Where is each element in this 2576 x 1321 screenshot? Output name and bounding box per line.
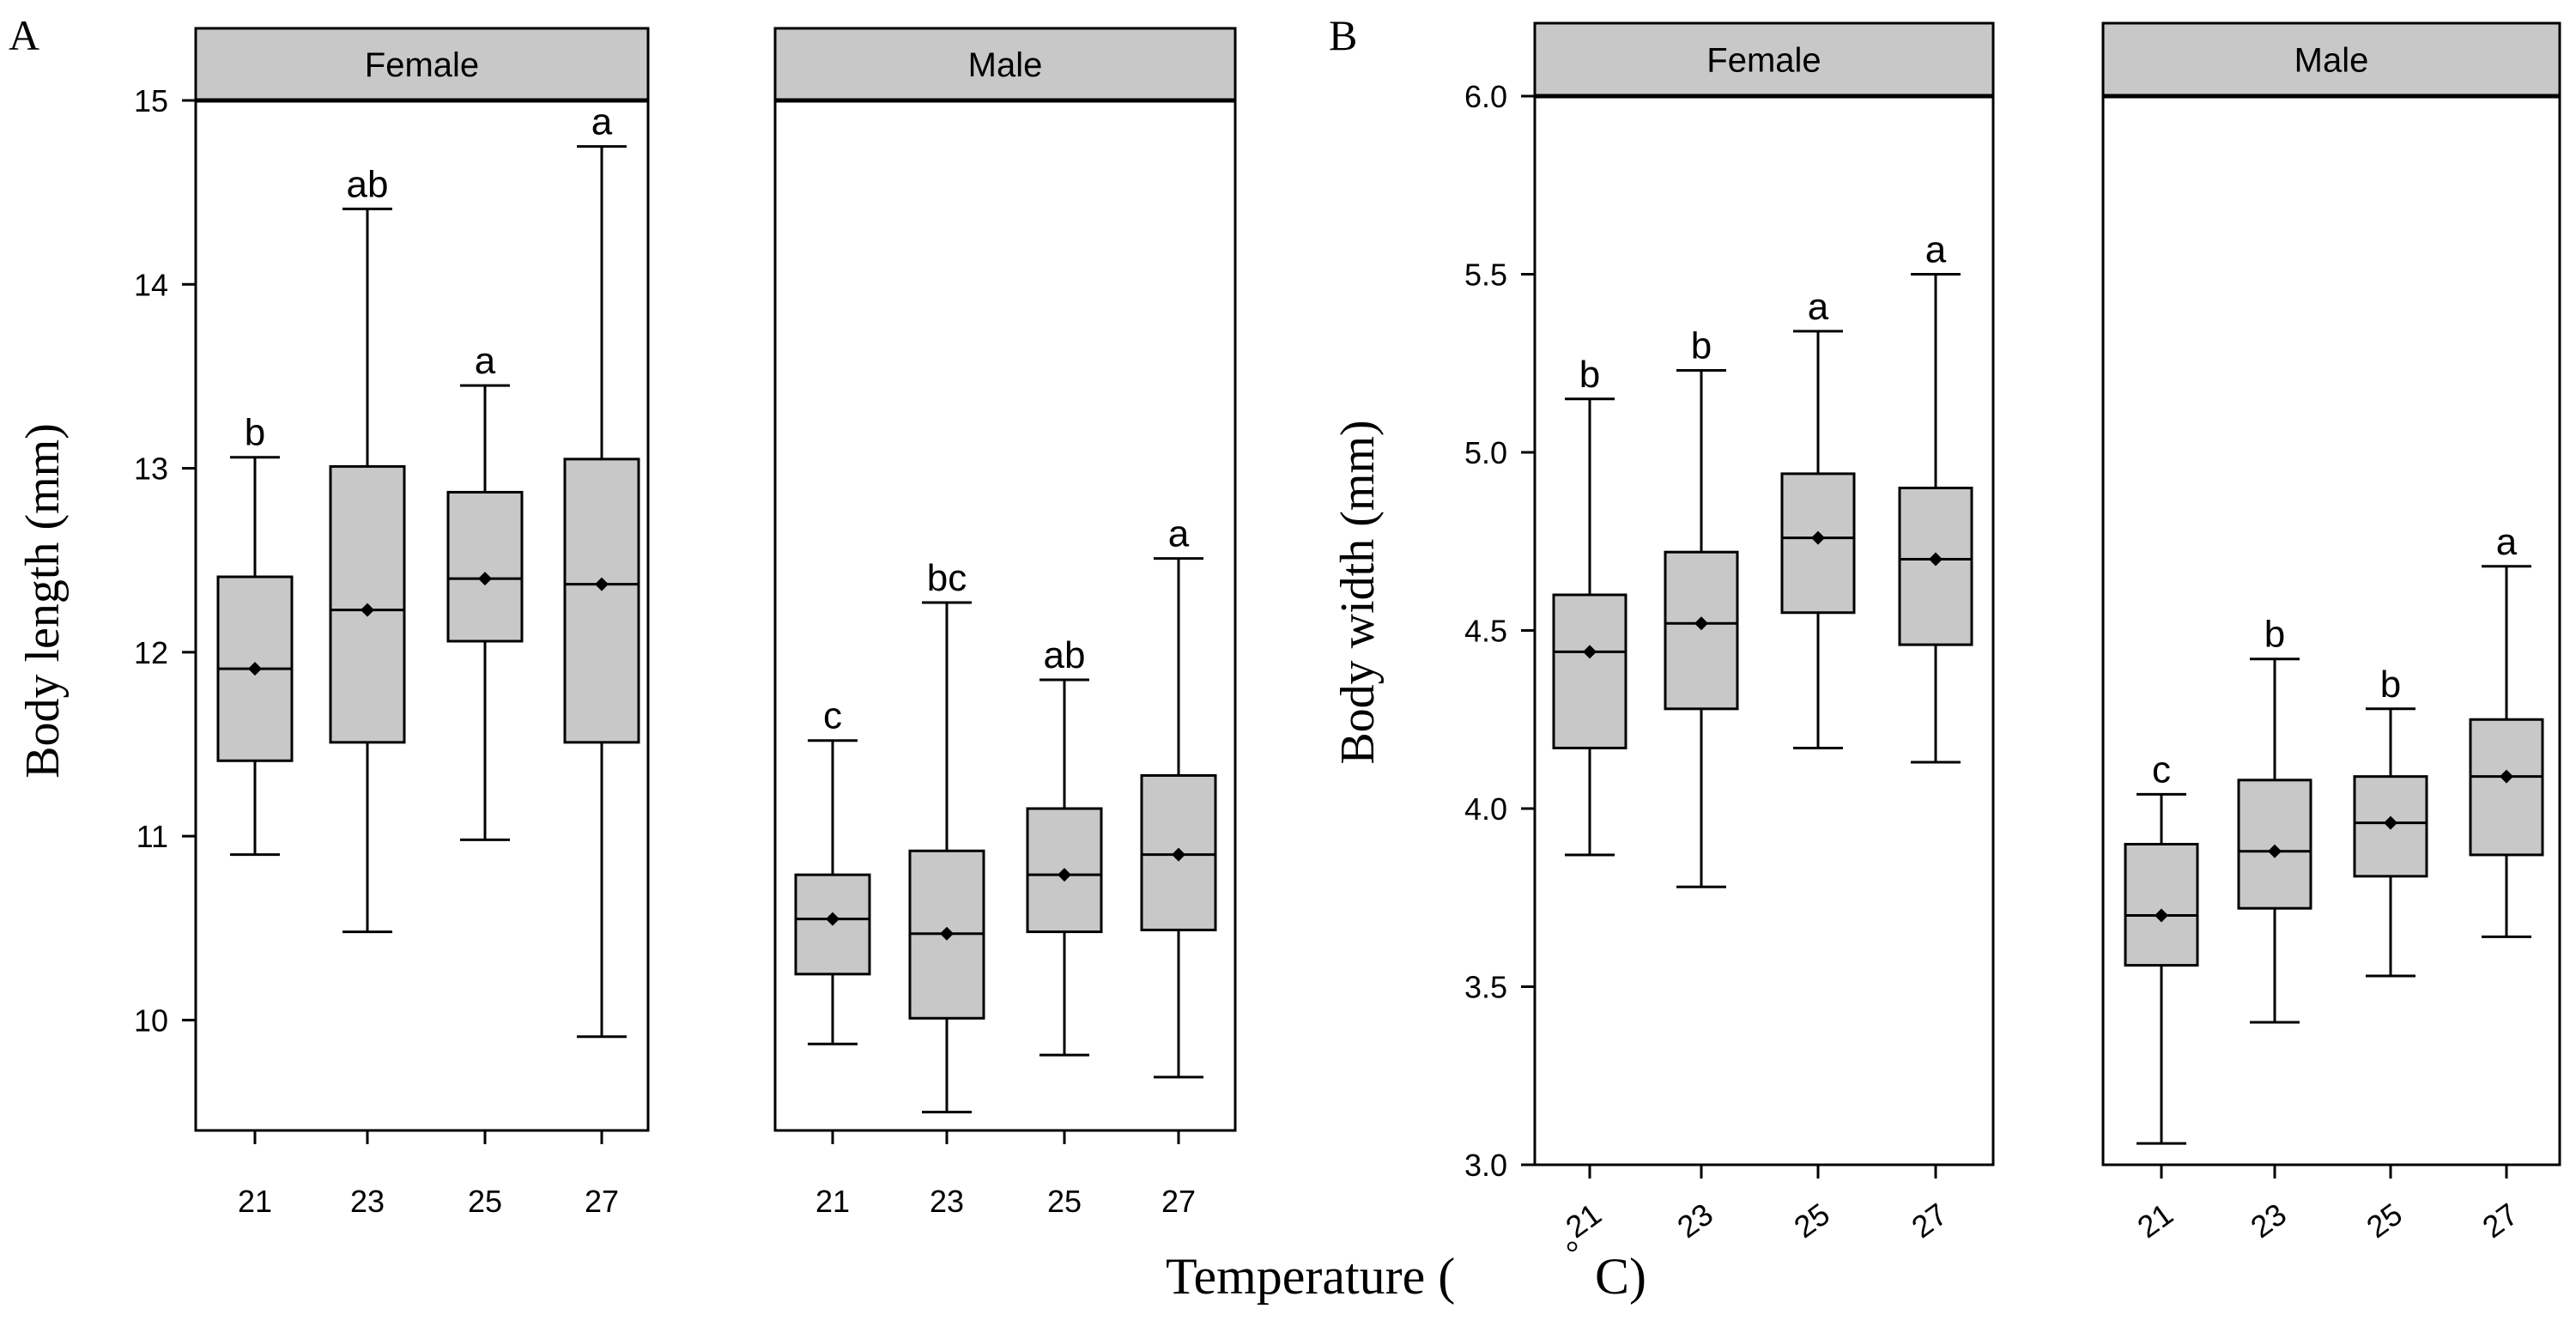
y-tick-label: 6.0 bbox=[1464, 79, 1507, 114]
y-tick-label: 11 bbox=[136, 819, 168, 854]
mean-marker bbox=[248, 662, 262, 676]
y-tick-label: 5.0 bbox=[1464, 435, 1507, 470]
significance-letter: b bbox=[1691, 325, 1712, 367]
facet-strip-label: Female bbox=[365, 46, 479, 84]
panel-female: Female b 21 ab 23 a 25 a 27 bbox=[194, 27, 650, 1219]
mean-marker bbox=[826, 912, 839, 926]
box-female-21: b bbox=[1552, 354, 1627, 857]
facet-strip bbox=[194, 27, 650, 102]
x-tick-label: 21 bbox=[238, 1184, 272, 1219]
box-female-23: ab bbox=[329, 163, 406, 934]
x-tick-label: 23 bbox=[930, 1184, 964, 1219]
facet-strip-label: Male bbox=[968, 46, 1043, 84]
x-tick-label: 25 bbox=[1047, 1184, 1082, 1219]
box-iqr bbox=[2469, 718, 2544, 857]
mean-marker bbox=[1172, 847, 1185, 862]
x-title-end: C) bbox=[1595, 1248, 1646, 1305]
mean-marker bbox=[2155, 908, 2168, 923]
box-female-27: a bbox=[1898, 229, 1973, 764]
box-iqr bbox=[1898, 487, 1973, 646]
facet-strip bbox=[773, 27, 1237, 102]
box-male-27: a bbox=[1140, 513, 1217, 1079]
chart-b-ylabel: Body width (mm) bbox=[1331, 420, 1385, 764]
significance-letter: c bbox=[823, 695, 842, 737]
x-tick-label: 23 bbox=[350, 1184, 385, 1219]
y-tick-label: 4.5 bbox=[1464, 614, 1507, 649]
mean-marker bbox=[2268, 844, 2282, 858]
y-tick-label: 4.0 bbox=[1464, 791, 1507, 827]
panel-male: Male c 21 bc 23 ab 25 a 27 bbox=[773, 27, 1237, 1219]
x-tick-label: 21 bbox=[815, 1184, 850, 1219]
chart-a-label: A bbox=[9, 11, 39, 59]
box-iqr bbox=[1664, 550, 1739, 711]
significance-letter: a bbox=[1808, 286, 1829, 328]
box-iqr bbox=[446, 490, 524, 643]
mean-marker bbox=[2384, 815, 2397, 830]
box-iqr bbox=[2124, 843, 2199, 967]
facet-strip bbox=[2101, 21, 2561, 98]
mean-marker bbox=[2500, 769, 2513, 784]
y-tick-label: 15 bbox=[134, 83, 168, 118]
y-tick-label: 3.5 bbox=[1464, 970, 1507, 1005]
box-male-21: c bbox=[794, 695, 871, 1045]
mean-marker bbox=[1583, 645, 1597, 659]
y-tick-label: 13 bbox=[134, 451, 168, 487]
box-male-25: b bbox=[2353, 664, 2428, 978]
mean-marker bbox=[940, 926, 954, 941]
mean-marker bbox=[1058, 868, 1071, 882]
y-tick-label: 14 bbox=[134, 267, 168, 302]
box-female-25: a bbox=[1780, 286, 1856, 749]
x-tick-label: 25 bbox=[468, 1184, 502, 1219]
facet-strip-label: Male bbox=[2294, 42, 2369, 80]
significance-letter: ab bbox=[1044, 634, 1086, 676]
mean-marker bbox=[1811, 530, 1825, 545]
significance-letter: a bbox=[475, 340, 496, 382]
mean-marker bbox=[361, 603, 374, 617]
box-iqr bbox=[563, 458, 640, 744]
box-iqr bbox=[2237, 779, 2312, 910]
significance-letter: b bbox=[245, 412, 265, 454]
box-male-21: c bbox=[2124, 748, 2199, 1145]
mean-marker bbox=[478, 572, 492, 586]
x-tick-label: 27 bbox=[585, 1184, 619, 1219]
significance-letter: a bbox=[591, 101, 613, 143]
box-female-21: b bbox=[216, 412, 294, 857]
significance-letter: a bbox=[2496, 521, 2518, 563]
y-tick-label: 5.5 bbox=[1464, 258, 1507, 293]
y-tick-label: 10 bbox=[134, 1003, 168, 1038]
significance-letter: a bbox=[1168, 513, 1190, 555]
box-female-23: b bbox=[1664, 325, 1739, 888]
chart-a-ylabel: Body length (mm) bbox=[16, 423, 70, 779]
x-axis-title: Temperature ( ° C) bbox=[1166, 1235, 1646, 1305]
facet-strip-label: Female bbox=[1706, 42, 1821, 80]
x-tick-label: 27 bbox=[1161, 1184, 1196, 1219]
y-tick-label: 3.0 bbox=[1464, 1148, 1507, 1183]
box-male-27: a bbox=[2469, 521, 2544, 938]
box-male-23: b bbox=[2237, 614, 2312, 1024]
chart-a-body-length: A Body length (mm) 10 11 12 13 14 15 Female b 2… bbox=[9, 11, 1237, 1219]
significance-letter: b bbox=[1579, 354, 1600, 396]
box-female-27: a bbox=[563, 101, 640, 1039]
significance-letter: c bbox=[2152, 748, 2171, 791]
significance-letter: b bbox=[2264, 614, 2285, 656]
significance-letter: ab bbox=[347, 163, 389, 205]
x-title-degree: ° bbox=[1566, 1235, 1579, 1271]
box-male-25: ab bbox=[1026, 634, 1103, 1057]
significance-letter: a bbox=[1925, 229, 1947, 271]
facet-strip bbox=[1533, 21, 1995, 98]
box-iqr bbox=[1552, 593, 1627, 749]
significance-letter: bc bbox=[927, 557, 967, 599]
y-tick-label: 12 bbox=[134, 635, 168, 670]
box-female-25: a bbox=[446, 340, 524, 841]
x-title-main: Temperature ( bbox=[1166, 1248, 1455, 1305]
box-male-23: bc bbox=[908, 557, 985, 1114]
significance-letter: b bbox=[2380, 664, 2401, 706]
mean-marker bbox=[1694, 616, 1708, 631]
mean-marker bbox=[1929, 552, 1943, 567]
chart-b-label: B bbox=[1329, 11, 1357, 59]
mean-marker bbox=[595, 577, 609, 591]
